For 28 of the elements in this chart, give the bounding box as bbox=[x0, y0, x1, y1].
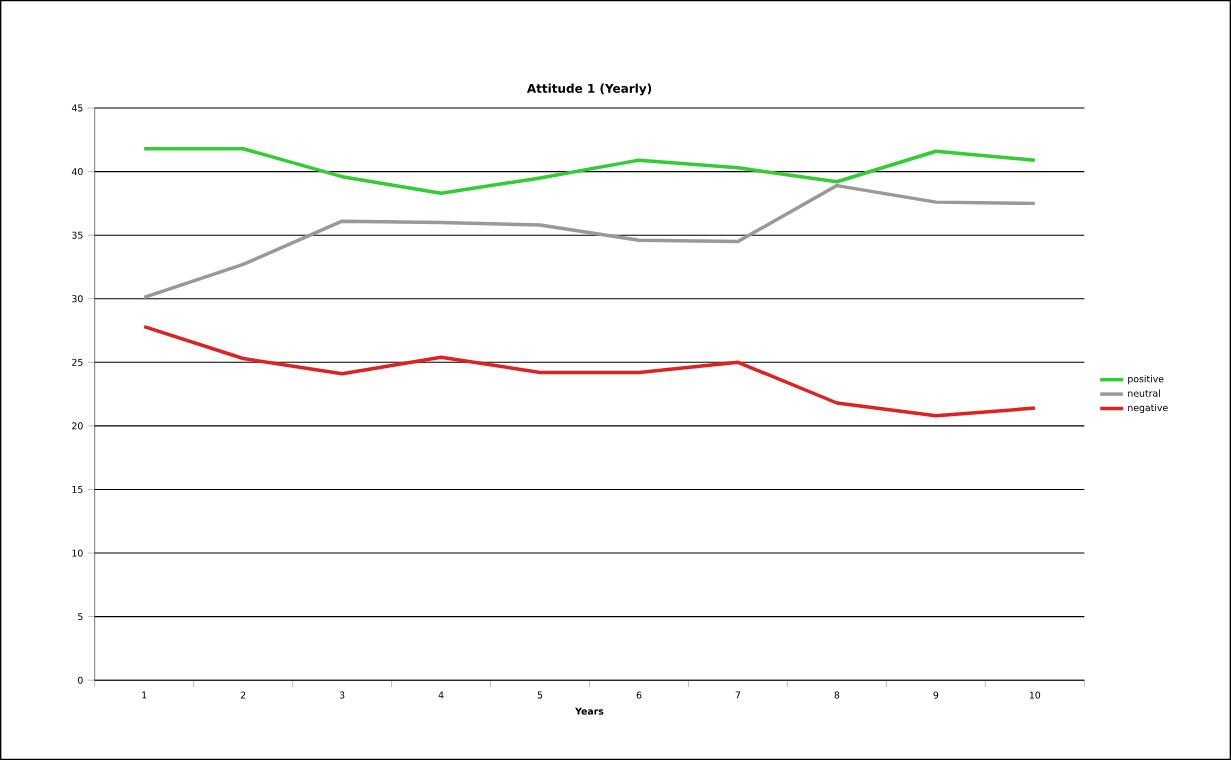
x-tick-label: 8 bbox=[834, 691, 840, 699]
x-tick-label: 6 bbox=[636, 691, 642, 699]
x-tick-label: 10 bbox=[1029, 691, 1041, 699]
x-tick-label: 9 bbox=[933, 691, 939, 699]
line-series bbox=[142, 146, 1037, 195]
y-tick-label: 35 bbox=[72, 231, 83, 239]
x-tick-label: 5 bbox=[537, 691, 543, 699]
chart-title: Attitude 1 (Yearly) bbox=[526, 83, 652, 96]
y-tick-label: 45 bbox=[71, 104, 83, 112]
x-tick-label: 4 bbox=[438, 691, 444, 699]
x-tick-label: 3 bbox=[339, 691, 345, 699]
x-tick-label: 2 bbox=[240, 691, 246, 699]
x-axis-title: Years bbox=[575, 707, 604, 715]
line-series bbox=[142, 183, 1037, 300]
y-tick-label: 20 bbox=[72, 422, 83, 430]
y-tick-label: 0 bbox=[77, 676, 83, 684]
line-series bbox=[142, 324, 1037, 418]
y-tick-label: 30 bbox=[72, 295, 83, 303]
y-tick-label: 15 bbox=[72, 485, 83, 493]
x-tick-label: 7 bbox=[735, 691, 741, 699]
y-tick-label: 40 bbox=[71, 167, 83, 176]
x-tick-label: 1 bbox=[142, 691, 147, 699]
y-tick-label: 5 bbox=[78, 613, 83, 620]
legend-label: neutral bbox=[1128, 389, 1160, 397]
legend-label: positive bbox=[1128, 375, 1164, 385]
legend-label: negative bbox=[1128, 403, 1168, 413]
y-tick-label: 10 bbox=[72, 549, 83, 557]
y-tick-label: 25 bbox=[72, 358, 83, 366]
